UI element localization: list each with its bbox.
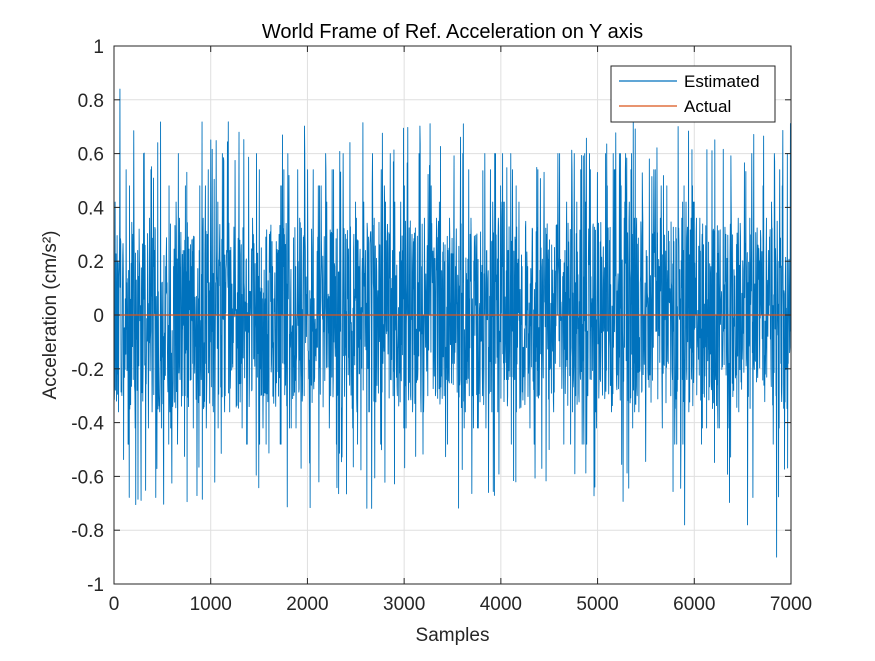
y-tick-label-8: 0.6 bbox=[78, 145, 104, 166]
y-axis-label: Acceleration (cm/s²) bbox=[40, 231, 61, 400]
series-line-estimated bbox=[113, 88, 792, 558]
y-tick-label-1: -0.8 bbox=[71, 521, 104, 542]
ticks: 0 1000 2000 3000 4000 5000 6000 7000 -1 -0.8 -0.6 -… bbox=[71, 37, 812, 615]
y-tick-label-9: 0.8 bbox=[78, 91, 104, 112]
y-tick-label-2: -0.6 bbox=[71, 467, 104, 488]
chart-title: World Frame of Ref. Acceleration on Y ax… bbox=[262, 21, 643, 43]
x-tick-label-1: 1000 bbox=[190, 594, 232, 615]
x-tick-label-5: 5000 bbox=[576, 594, 618, 615]
y-tick-label-10: 1 bbox=[93, 37, 104, 58]
legend-label-actual: Actual bbox=[684, 97, 731, 116]
series-layer bbox=[113, 88, 792, 558]
y-tick-label-3: -0.4 bbox=[71, 414, 104, 435]
legend-box bbox=[610, 65, 776, 123]
x-tick-label-3: 3000 bbox=[383, 594, 425, 615]
x-tick-label-7: 7000 bbox=[770, 594, 812, 615]
x-tick-label-0: 0 bbox=[109, 594, 120, 615]
x-tick-label-6: 6000 bbox=[673, 594, 715, 615]
legend-label-estimated: Estimated bbox=[684, 72, 760, 91]
legend: Estimated Actual bbox=[610, 65, 776, 123]
x-tick-label-2: 2000 bbox=[286, 594, 328, 615]
y-tick-label-7: 0.4 bbox=[78, 198, 105, 219]
y-tick-label-6: 0.2 bbox=[78, 252, 104, 273]
x-tick-label-4: 4000 bbox=[480, 594, 522, 615]
y-tick-label-4: -0.2 bbox=[71, 360, 104, 381]
y-tick-label-0: -1 bbox=[87, 575, 104, 596]
x-axis-label: Samples bbox=[416, 625, 490, 646]
y-tick-label-5: 0 bbox=[93, 306, 104, 327]
